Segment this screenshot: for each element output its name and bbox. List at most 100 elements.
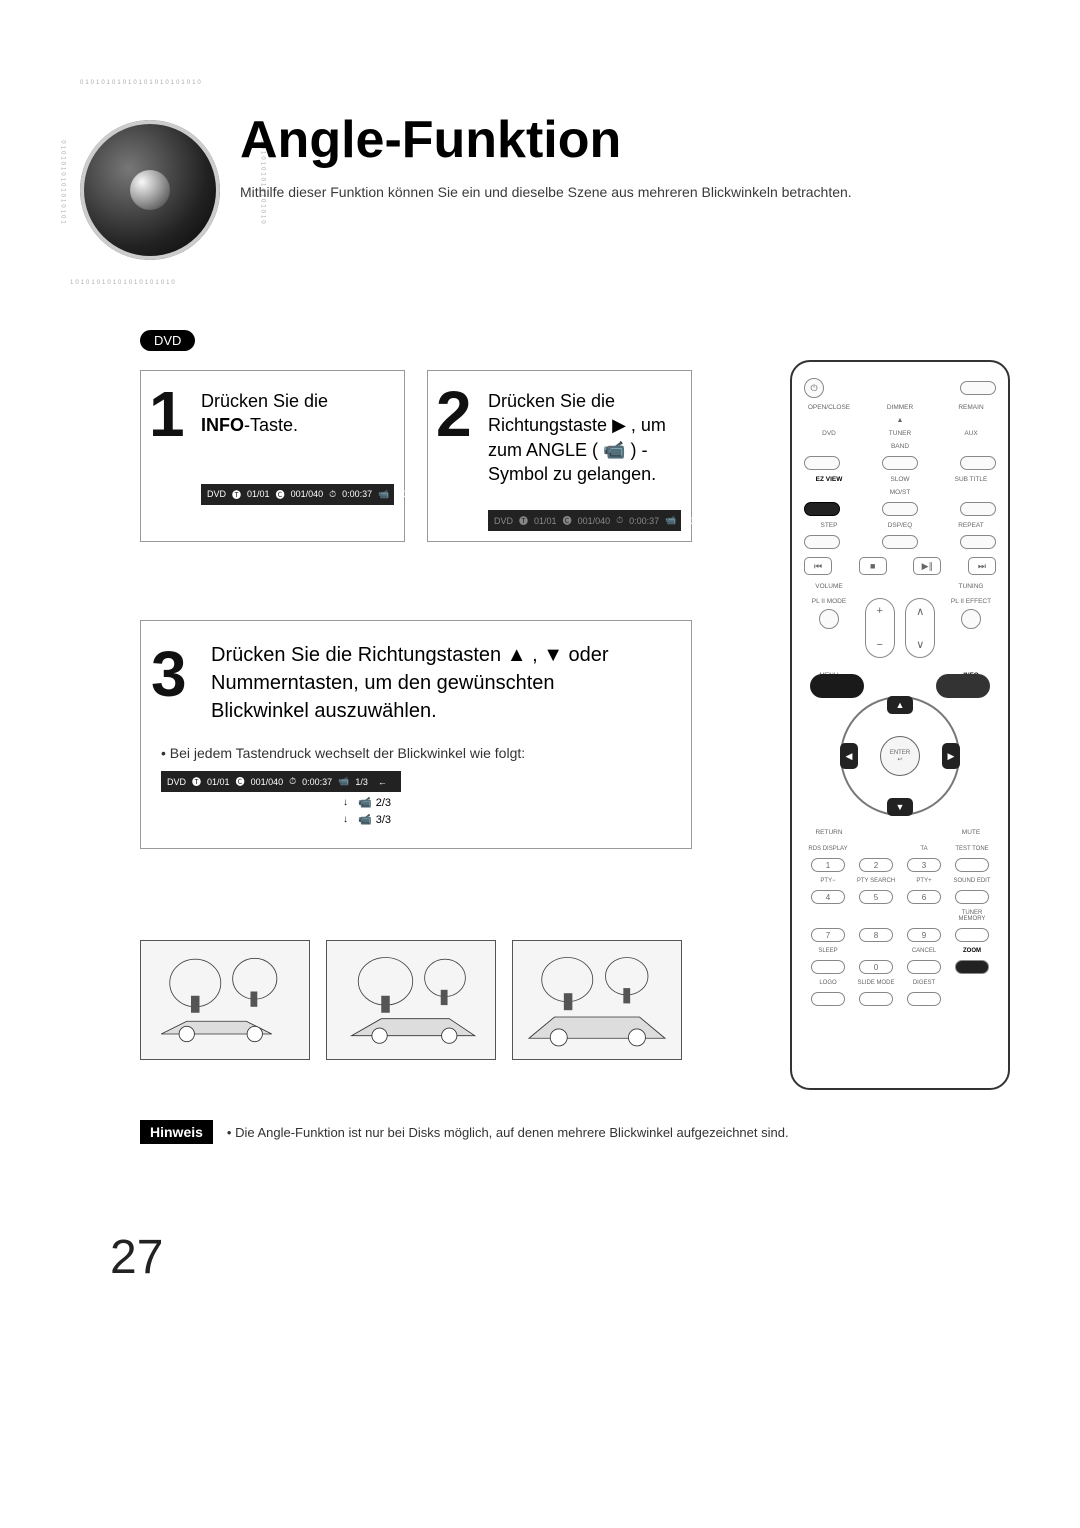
step-3-number: 3 (151, 649, 187, 700)
osd-disc: DVD (207, 489, 226, 499)
tuning-rocker[interactable]: ∧∨ (905, 598, 935, 658)
logo-label: LOGO (807, 980, 849, 986)
step-3-box: 3 Drücken Sie die Richtungstasten ▲ , ▼ … (140, 620, 692, 849)
key-1-button[interactable]: 1 (811, 858, 845, 872)
slidemode-button[interactable] (859, 992, 893, 1006)
angle-thumbnails (140, 940, 682, 1060)
key-5-button[interactable]: 5 (859, 890, 893, 904)
pl2-effect-label: PL II EFFECT (946, 598, 996, 605)
sleep-label: SLEEP (807, 948, 849, 954)
sleep-button[interactable] (811, 960, 845, 974)
zoom-label: ZOOM (951, 948, 993, 954)
pl2-mode-button[interactable] (819, 609, 839, 629)
rds-label: RDS DISPLAY (807, 846, 849, 852)
digest-button[interactable] (907, 992, 941, 1006)
angle-icon: 📹 (338, 776, 349, 787)
key-6-button[interactable]: 6 (907, 890, 941, 904)
title-icon: 🅣 (192, 775, 201, 788)
title-icon: 🅣 (519, 514, 528, 527)
chapter-icon: 🅒 (236, 775, 245, 788)
speaker-decoration: 01010101010101010101010 1010101010101010… (40, 80, 260, 300)
pl2-mode-label: PL II MODE (804, 598, 854, 605)
key-8-button[interactable]: 8 (859, 928, 893, 942)
osd3-chapter: 001/040 (251, 777, 284, 787)
dspeq-button[interactable] (882, 535, 918, 549)
step-3-l2: Nummerntasten, um den gewünschten (211, 672, 555, 694)
dvd-button[interactable] (804, 456, 840, 470)
key-4-button[interactable]: 4 (811, 890, 845, 904)
step-2-l1: Drücken Sie die (488, 391, 615, 411)
ezview-label: EZ VIEW (804, 476, 854, 483)
step-label: STEP (804, 522, 854, 529)
step-1-bold: INFO (201, 415, 244, 435)
dspeq-label: DSP/EQ (875, 522, 925, 529)
title-icon: 🅣 (232, 488, 241, 501)
key-0-button[interactable]: 0 (859, 960, 893, 974)
key-9-button[interactable]: 9 (907, 928, 941, 942)
ezview-button[interactable] (804, 502, 840, 516)
step-button[interactable] (804, 535, 840, 549)
step-1-text: Drücken Sie die INFO-Taste. (201, 389, 394, 438)
dvd-label: DVD (804, 430, 854, 437)
testtone-button[interactable] (955, 858, 989, 872)
soundedit-label: SOUND EDIT (951, 878, 993, 884)
subtitle-button[interactable] (960, 502, 996, 516)
remain-label: REMAIN (946, 404, 996, 411)
angle-thumb-1 (140, 940, 310, 1060)
dpad-right-button[interactable]: ▶ (942, 743, 960, 769)
aux-label: AUX (946, 430, 996, 437)
key-3-button[interactable]: 3 (907, 858, 941, 872)
dpad-up-button[interactable]: ▲ (887, 696, 913, 714)
stop-button[interactable]: ■ (859, 557, 887, 575)
step-2-l3a: zum ANGLE ( (488, 440, 603, 460)
return-label: RETURN (804, 829, 854, 836)
aux-button[interactable] (960, 456, 996, 470)
ta-label: TA (903, 846, 945, 852)
slow-button[interactable] (882, 502, 918, 516)
volume-label: VOLUME (804, 583, 854, 590)
enter-button[interactable]: ENTER ↩ (880, 736, 920, 776)
step-1-pre: Drücken Sie die (201, 391, 328, 411)
dvd-badge: DVD (140, 330, 195, 351)
step-2-number: 2 (436, 389, 472, 440)
zoom-button[interactable] (955, 960, 989, 974)
step-2-l4: Symbol zu gelangen. (488, 464, 656, 484)
hinweis-text: • Die Angle-Funktion ist nur bei Disks m… (227, 1125, 789, 1140)
key-2-button[interactable]: 2 (859, 858, 893, 872)
hinweis-row: Hinweis • Die Angle-Funktion ist nur bei… (140, 1120, 789, 1144)
ptysearch-label: PTY SEARCH (855, 878, 897, 884)
clock-icon: ⏱ (616, 515, 623, 526)
menu-button[interactable] (810, 674, 864, 698)
step-3-l3: Blickwinkel auszuwählen. (211, 700, 437, 722)
logo-button[interactable] (811, 992, 845, 1006)
step-3-note: • Bei jedem Tastendruck wechselt der Bli… (161, 745, 677, 761)
tuner-button[interactable] (882, 456, 918, 470)
power-button[interactable]: ⏻ (804, 378, 824, 398)
remote-blank-button[interactable] (960, 381, 996, 395)
repeat-button[interactable] (960, 535, 996, 549)
page-subtitle: Mithilfe dieser Funktion können Sie ein … (240, 184, 1020, 200)
step-2-box: 2 Drücken Sie die Richtungstaste ▶ , um … (427, 370, 692, 542)
osd-angle: 1/3 (395, 489, 408, 499)
prev-button[interactable]: ⏮ (804, 557, 832, 575)
play-pause-button[interactable]: ▶∥ (913, 557, 941, 575)
volume-rocker[interactable]: +− (865, 598, 895, 658)
osd2-time: 0:00:37 (629, 516, 659, 526)
dpad-left-button[interactable]: ◀ (840, 743, 858, 769)
page-title: Angle-Funktion (240, 110, 1020, 170)
next-button[interactable]: ⏭ (968, 557, 996, 575)
pl2-effect-button[interactable] (961, 609, 981, 629)
tunermem-button[interactable] (955, 928, 989, 942)
osd3-time: 0:00:37 (302, 777, 332, 787)
cancel-button[interactable] (907, 960, 941, 974)
info-button[interactable] (936, 674, 990, 698)
dpad-down-button[interactable]: ▼ (887, 798, 913, 816)
testtone-label: TEST TONE (951, 846, 993, 852)
tunermem-label: TUNER MEMORY (951, 910, 993, 922)
osd-time: 0:00:37 (342, 489, 372, 499)
key-7-button[interactable]: 7 (811, 928, 845, 942)
step-1-post: -Taste. (244, 415, 298, 435)
soundedit-button[interactable] (955, 890, 989, 904)
angle-cycle-3: 3/3 (376, 814, 391, 826)
down-arrow-icon: ▼ (543, 641, 563, 669)
